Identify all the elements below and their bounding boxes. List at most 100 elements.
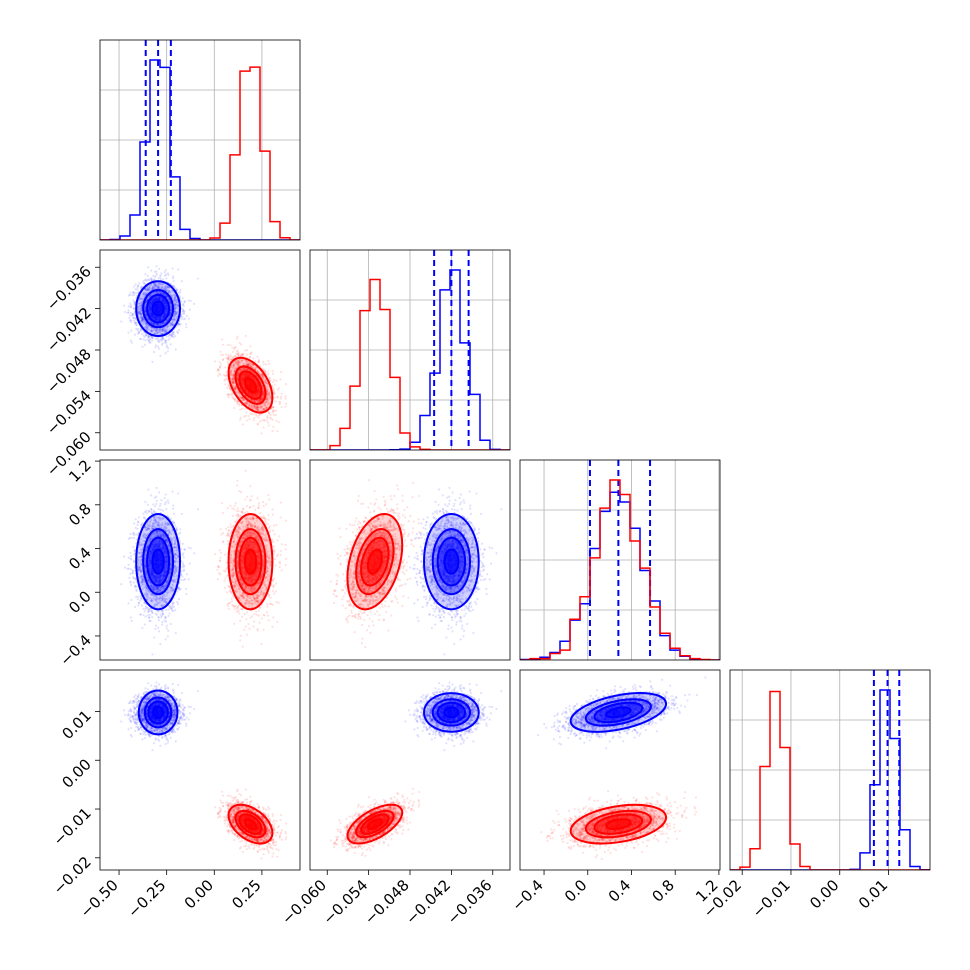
scatter-point xyxy=(265,406,268,409)
scatter-point xyxy=(163,313,166,316)
scatter-point xyxy=(158,286,161,289)
scatter-point xyxy=(157,318,161,321)
scatter-point xyxy=(266,391,269,394)
scatter-point xyxy=(231,356,234,359)
scatter-point xyxy=(150,313,153,316)
scatter-point xyxy=(197,277,200,280)
scatter-point xyxy=(133,301,136,304)
scatter-point xyxy=(248,375,251,378)
scatter-point xyxy=(155,318,158,321)
scatter-point xyxy=(157,296,160,299)
scatter-point xyxy=(176,304,180,307)
scatter-point xyxy=(246,374,249,377)
scatter-point xyxy=(144,321,147,324)
scatter-point xyxy=(237,362,240,366)
scatter-point xyxy=(256,389,260,392)
scatter-point xyxy=(154,323,157,326)
scatter-point xyxy=(244,334,247,338)
scatter-point xyxy=(149,306,152,310)
scatter-point xyxy=(169,312,172,316)
scatter-point xyxy=(144,293,147,296)
scatter-point xyxy=(139,306,142,310)
scatter-point xyxy=(145,278,148,281)
scatter-point xyxy=(164,321,167,324)
scatter-point xyxy=(152,316,155,320)
scatter-point xyxy=(234,366,238,370)
scatter-point xyxy=(233,406,236,409)
scatter-point xyxy=(148,306,151,309)
scatter-point xyxy=(238,370,241,373)
scatter-point xyxy=(256,422,259,425)
scatter-point xyxy=(234,388,237,391)
scatter-point xyxy=(131,291,134,294)
scatter-point xyxy=(173,303,177,306)
scatter-point xyxy=(167,286,170,289)
scatter-point xyxy=(161,316,164,319)
scatter-point xyxy=(276,395,279,399)
scatter-point xyxy=(156,298,159,301)
scatter-point xyxy=(171,331,174,334)
scatter-point xyxy=(167,316,170,319)
scatter-point xyxy=(161,328,164,332)
scatter-point xyxy=(163,315,166,318)
scatter-point xyxy=(262,375,265,378)
scatter-point xyxy=(164,289,167,292)
scatter-point xyxy=(153,285,156,288)
scatter-point xyxy=(262,391,265,394)
scatter-point xyxy=(158,328,161,332)
scatter-point xyxy=(142,291,146,294)
scatter-point xyxy=(158,286,161,290)
scatter-point xyxy=(244,374,248,378)
scatter-point xyxy=(155,265,158,268)
scatter-point xyxy=(217,368,220,371)
scatter-point xyxy=(253,406,256,409)
scatter-point xyxy=(256,389,260,392)
scatter-point xyxy=(232,363,235,367)
scatter-point xyxy=(137,309,140,312)
scatter-point xyxy=(147,266,150,269)
scatter-point xyxy=(229,393,232,396)
scatter-point xyxy=(169,308,172,312)
scatter-point xyxy=(226,356,229,359)
scatter-point xyxy=(162,322,165,325)
scatter-point xyxy=(154,329,158,332)
scatter-point xyxy=(284,405,287,408)
scatter-point xyxy=(152,285,155,288)
scatter-point xyxy=(260,419,263,422)
scatter-point xyxy=(162,314,166,317)
scatter-point xyxy=(169,282,173,286)
scatter-point xyxy=(171,324,175,327)
scatter-point xyxy=(175,301,178,304)
scatter-point xyxy=(127,311,130,314)
scatter-point xyxy=(158,319,161,322)
scatter-point xyxy=(148,295,151,298)
scatter-point xyxy=(231,377,234,380)
scatter-point xyxy=(160,315,163,319)
scatter-point xyxy=(174,297,177,300)
scatter-point xyxy=(162,337,165,340)
scatter-point xyxy=(154,285,157,288)
scatter-point xyxy=(176,331,180,335)
scatter-point xyxy=(153,329,156,332)
scatter-point xyxy=(257,416,260,419)
scatter-point xyxy=(230,373,233,376)
scatter-point xyxy=(152,322,155,326)
scatter-point xyxy=(165,344,168,347)
scatter-point xyxy=(164,312,167,315)
scatter-point xyxy=(262,426,265,429)
scatter-point xyxy=(172,333,176,336)
scatter-point xyxy=(171,332,174,335)
scatter-point xyxy=(257,389,260,392)
scatter-point xyxy=(251,366,255,369)
scatter-point xyxy=(148,303,151,306)
scatter-point xyxy=(152,299,155,302)
scatter-point xyxy=(238,362,241,366)
scatter-point xyxy=(248,375,251,378)
scatter-point xyxy=(251,393,254,396)
scatter-point xyxy=(264,380,267,383)
scatter-point xyxy=(249,362,252,365)
scatter-point xyxy=(254,400,257,403)
scatter-point xyxy=(279,378,282,381)
scatter-point xyxy=(257,385,260,389)
scatter-point xyxy=(157,339,160,342)
